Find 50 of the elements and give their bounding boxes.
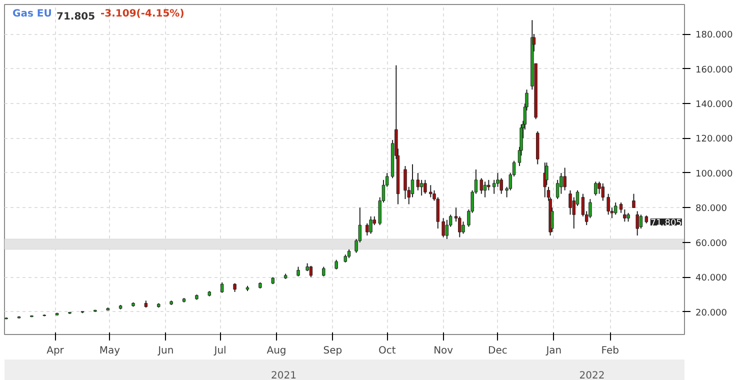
candlestick: [309, 265, 313, 278]
x-tick-label: Feb: [601, 346, 620, 356]
y-tick-label: 20.000: [696, 308, 728, 318]
x-tick-label: May: [99, 346, 120, 356]
candlestick: [606, 193, 610, 216]
x-tick-label: Oct: [378, 346, 396, 356]
candlestick: [334, 259, 338, 270]
x-tick-label: Sep: [323, 346, 342, 356]
candlestick: [296, 266, 300, 277]
candlestick: [483, 181, 487, 198]
candlestick: [424, 179, 427, 194]
candlestick: [322, 266, 326, 277]
annotation: -3.109(-4.15%): [100, 8, 184, 20]
candlestick: [563, 167, 566, 191]
candlestick: [420, 179, 424, 196]
candlestick: [636, 210, 639, 236]
text: 71.805: [56, 12, 96, 22]
y-tick-label: 160.000: [696, 65, 733, 76]
y-tick-label: 80.000: [696, 204, 728, 214]
x-tick-label: Nov: [434, 346, 454, 356]
candlestick: [614, 202, 618, 216]
x-tick-label: Apr: [46, 346, 65, 356]
y-tick-label: 120.000: [696, 134, 733, 145]
x-tick-label: Jun: [157, 346, 174, 356]
candlestick: [366, 222, 369, 236]
y-tick-label: 140.000: [696, 100, 733, 110]
candlestick: [487, 179, 490, 191]
candlestick: [429, 184, 432, 198]
candlestick: [632, 193, 636, 208]
x-tick-label: Jul: [213, 346, 226, 356]
chart-title: Gas EU: [12, 8, 52, 20]
candlestick: [601, 182, 605, 202]
x2-tick-label: 2022: [579, 370, 605, 380]
x-tick-label: Dec: [488, 346, 508, 356]
y-tick-label: 100.000: [696, 169, 733, 180]
candlestick: [369, 216, 372, 234]
x-tick-label: Aug: [266, 346, 286, 356]
candlestick: [404, 166, 407, 200]
y-tick-label: 60.000: [696, 238, 728, 249]
annotation: 71.805: [650, 218, 682, 228]
candlestick: [639, 214, 643, 230]
candlestick: [480, 178, 484, 194]
candlestick: [220, 282, 224, 294]
x2-tick-label: 2021: [271, 370, 296, 380]
candlestick: [442, 218, 445, 238]
candlestick: [594, 181, 598, 196]
y-tick-label: 180.000: [696, 30, 733, 41]
y-tick-label: 40.000: [696, 274, 728, 284]
x-tick-label: Jan: [545, 346, 562, 356]
candlestick: [462, 221, 465, 234]
